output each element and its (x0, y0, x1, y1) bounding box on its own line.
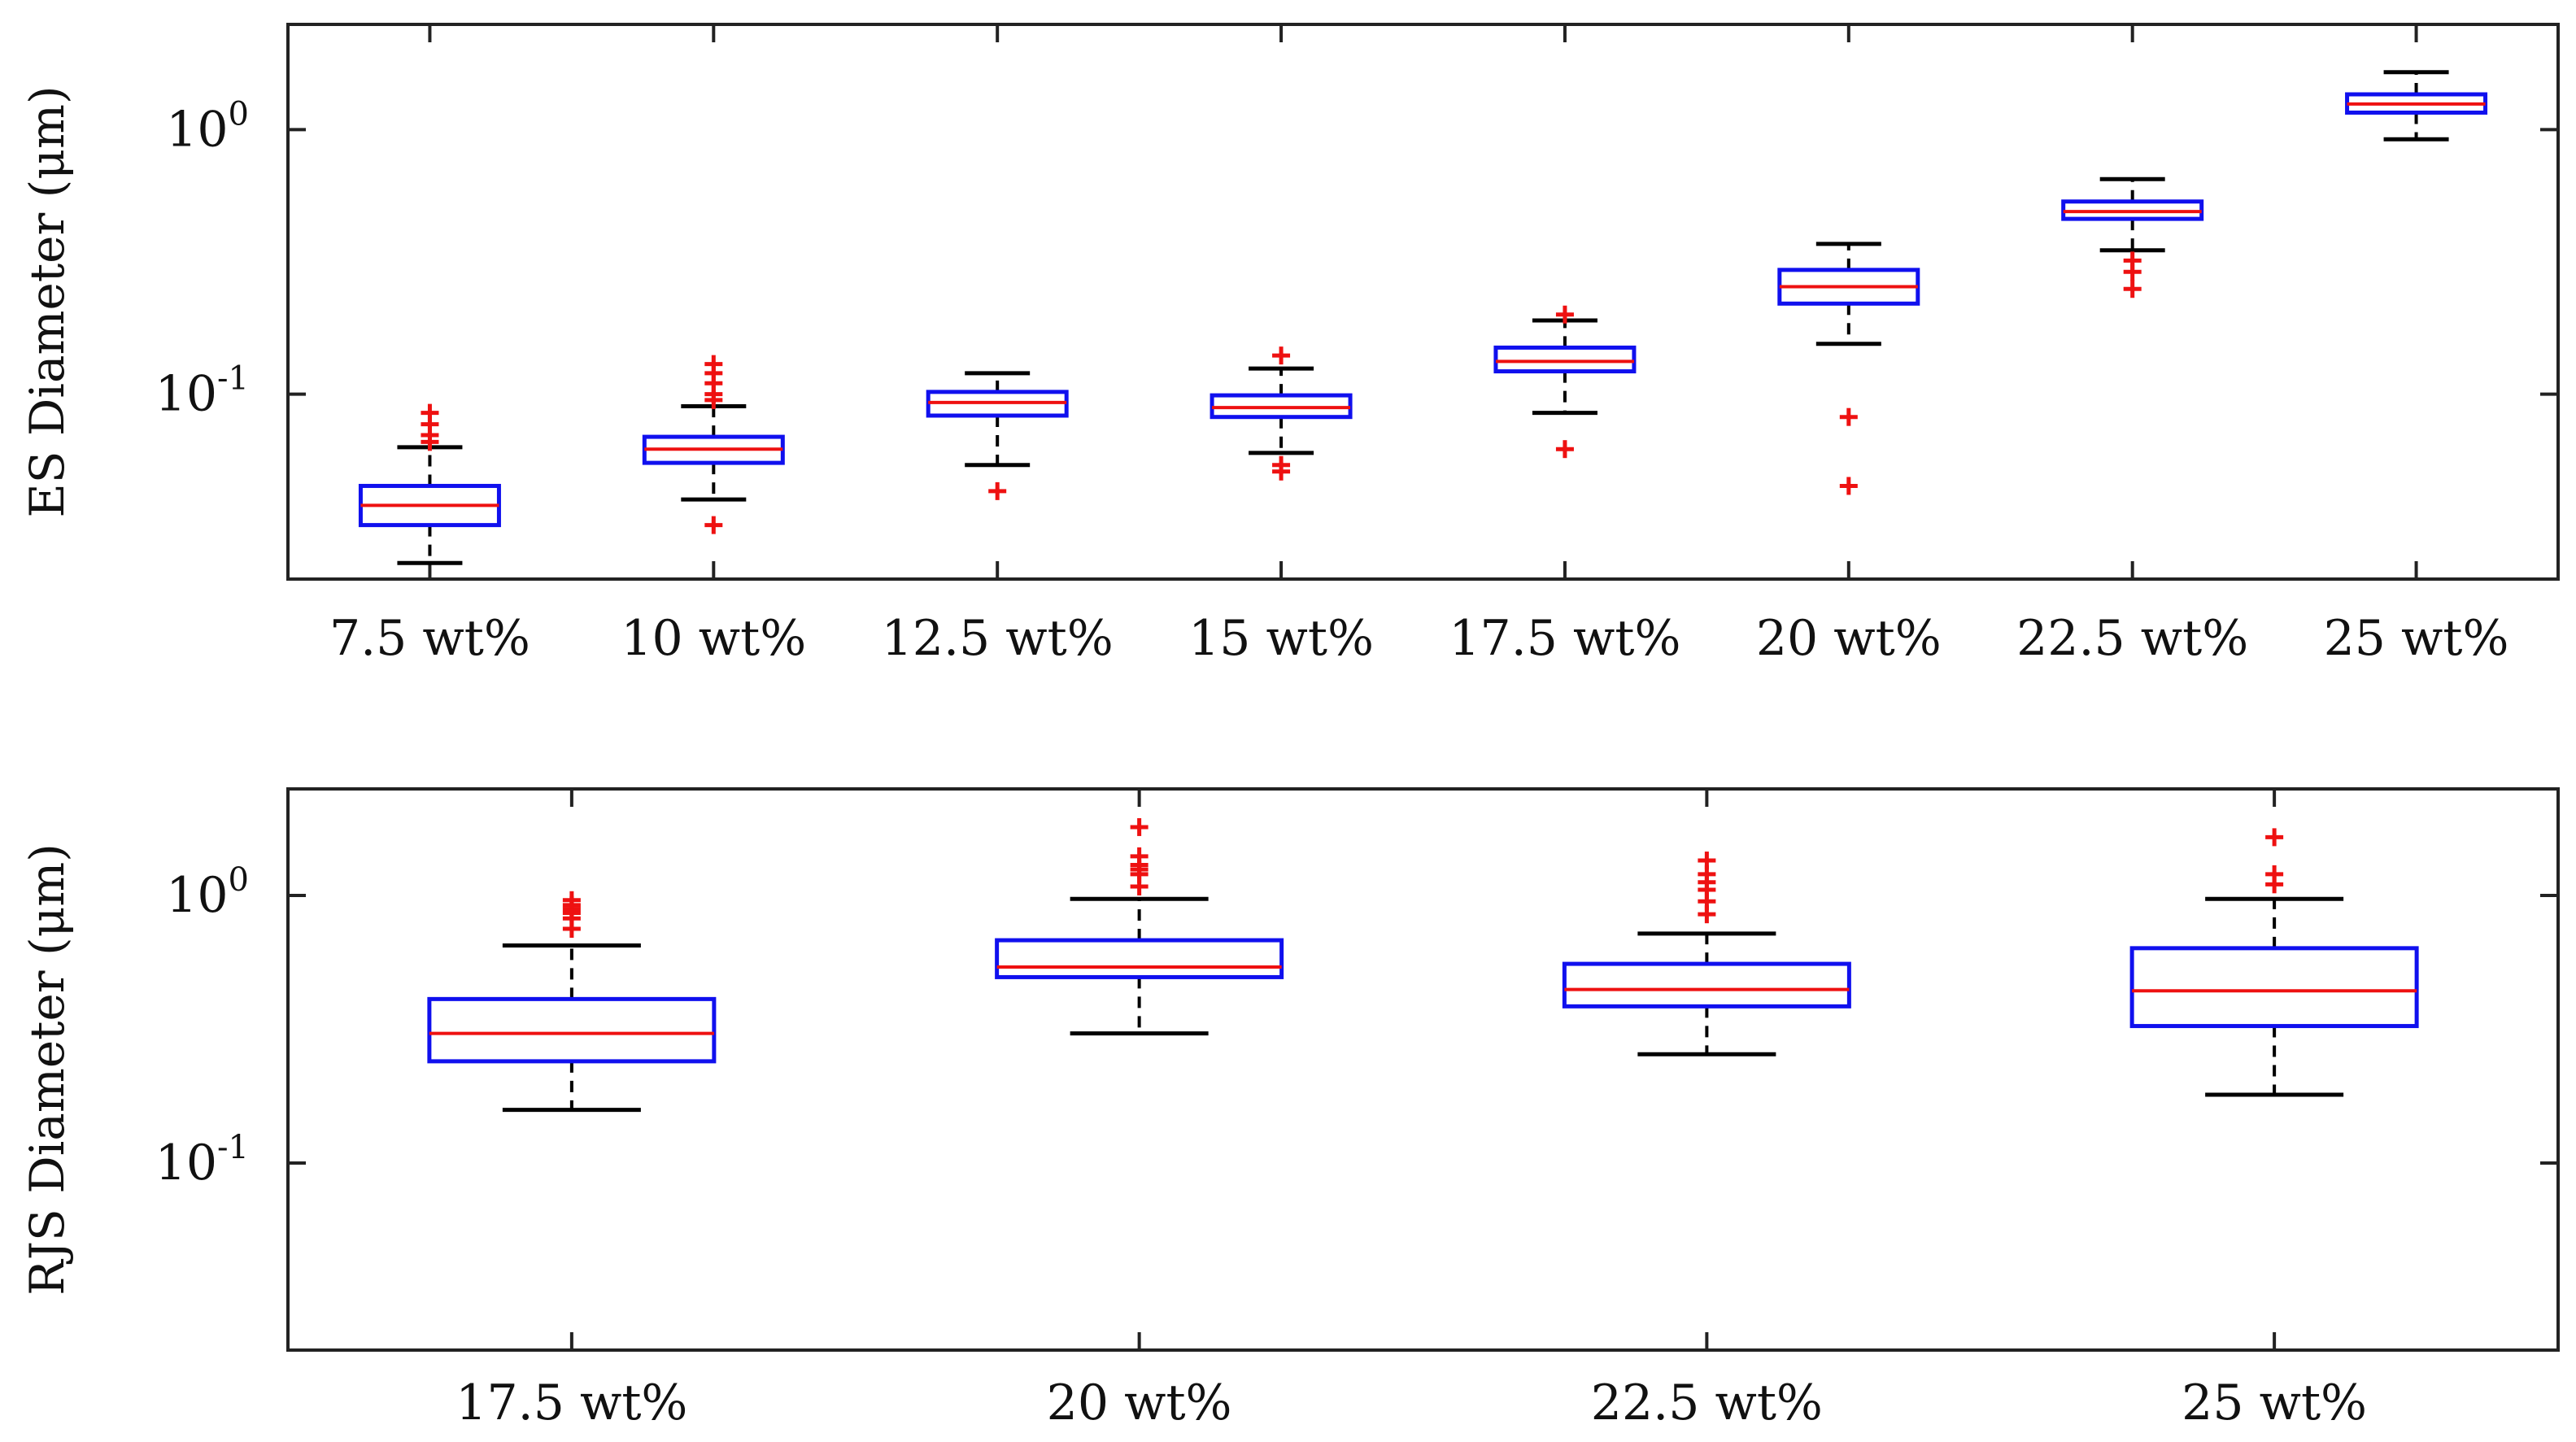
es-box-5 (1493, 305, 1637, 459)
rjs-box-4 (2129, 828, 2419, 1097)
rjs-y-axis-title: RJS Diameter (μm) (20, 843, 75, 1296)
outlier-marker (1130, 847, 1149, 865)
outlier-marker (1555, 305, 1574, 324)
es-box-4 (1210, 346, 1353, 481)
es-box-6 (1777, 242, 1920, 495)
es-xtick-label: 10 wt% (621, 610, 806, 667)
es-xtick-label: 7.5 wt% (329, 610, 530, 667)
es-ytick-label: 10-1 (155, 360, 249, 423)
outlier-marker (704, 516, 723, 534)
outlier-marker (421, 403, 439, 422)
iqr-box (2129, 946, 2419, 1029)
outlier-marker (1272, 455, 1291, 474)
rjs-box-2 (995, 817, 1284, 1036)
iqr-box (427, 996, 717, 1064)
rjs-diameter-panel: 10-1 100 RJS Diameter (μm) 17.5 wt% 20 wt% 22… (20, 787, 2560, 1431)
es-box-8 (2345, 70, 2488, 142)
es-xtick-label: 15 wt% (1188, 610, 1374, 667)
outlier-marker (1698, 852, 1716, 870)
es-xtick-label: 20 wt% (1756, 610, 1942, 667)
outlier-marker (1555, 440, 1574, 459)
outlier-marker (1839, 477, 1858, 495)
rjs-xtick-label: 17.5 wt% (455, 1374, 687, 1431)
rjs-plot-frame (286, 787, 2560, 1352)
outlier-marker (2123, 280, 2142, 298)
es-y-axis-title: ES Diameter (μm) (20, 85, 75, 517)
outlier-marker (562, 891, 581, 909)
outlier-marker (1272, 346, 1291, 365)
rjs-box-3 (1562, 852, 1851, 1056)
outlier-marker (1130, 817, 1149, 836)
outlier-marker (1839, 407, 1858, 426)
outlier-marker (2265, 828, 2284, 847)
es-box-2 (642, 355, 785, 534)
iqr-box (1562, 961, 1851, 1009)
es-xtick-label: 12.5 wt% (882, 610, 1114, 667)
es-box-7 (2061, 176, 2204, 298)
rjs-xtick-label: 20 wt% (1047, 1374, 1232, 1431)
es-xtick-label: 22.5 wt% (2016, 610, 2248, 667)
rjs-ytick-label: 100 (166, 861, 249, 924)
es-box-3 (926, 371, 1069, 500)
iqr-box (995, 938, 1284, 979)
rjs-ytick-label: 10-1 (155, 1129, 249, 1192)
es-xtick-label: 25 wt% (2324, 610, 2509, 667)
es-plot-frame (286, 23, 2560, 581)
es-box-1 (358, 403, 501, 565)
rjs-box-1 (427, 891, 717, 1113)
iqr-box (1493, 345, 1637, 374)
es-diameter-panel: 10-1 100 ES Diameter (μm) 7.5 wt% 10 wt% 12.5… (20, 23, 2560, 667)
outlier-marker (2265, 865, 2284, 883)
rjs-xtick-label: 25 wt% (2182, 1374, 2367, 1431)
rjs-xtick-label: 22.5 wt% (1591, 1374, 1823, 1431)
outlier-marker (988, 481, 1007, 500)
es-xtick-label: 17.5 wt% (1449, 610, 1680, 667)
es-ytick-label: 100 (166, 95, 249, 158)
outlier-marker (2123, 251, 2142, 270)
outlier-marker (704, 355, 723, 373)
